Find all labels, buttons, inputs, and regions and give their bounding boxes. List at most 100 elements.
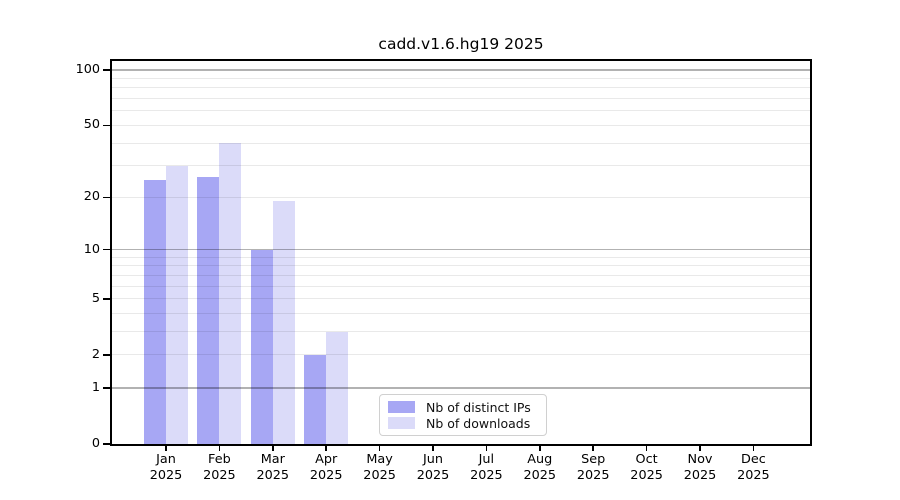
x-tick-label-oct: Oct 2025 [615,452,679,483]
y-tick-mark [103,387,110,389]
x-tick-year: 2025 [683,467,717,483]
gridline-minor [112,124,810,126]
x-tick-label-jan: Jan 2025 [134,452,198,483]
bar-nb-of-downloads-apr [326,331,349,444]
x-tick-year: 2025 [576,467,610,483]
chart-title: cadd.v1.6.hg19 2025 [378,35,544,53]
bar-nb-of-distinct-ips-feb [197,176,220,444]
legend-item: Nb of downloads [388,415,538,431]
y-tick-mark [103,196,110,199]
y-tick-label: 10 [83,241,100,257]
y-tick-mark [103,298,110,300]
x-tick-year: 2025 [737,467,770,483]
gridline-minor [112,313,810,315]
gridline-minor [112,285,810,287]
x-tick-month: Feb [208,452,231,467]
y-tick-label: 5 [91,290,100,306]
x-tick-label-jul: Jul 2025 [454,452,518,483]
bar-nb-of-distinct-ips-jan [144,179,166,444]
x-tick-month: Jun [423,452,443,467]
gridline-minor [112,165,810,167]
x-tick-year: 2025 [309,467,343,483]
gridline-minor [112,87,810,89]
y-tick-mark [103,443,110,445]
bars-layer [112,61,810,444]
gridline-minor [112,274,810,276]
x-tick-month: May [366,452,393,467]
y-tick-label: 20 [83,189,100,205]
x-tick-mark [272,446,274,451]
x-tick-month: Jul [478,452,495,467]
y-tick-mark [103,69,110,71]
gridline-major [112,387,810,389]
y-tick-label: 1 [91,379,100,395]
legend-item: Nb of distinct IPs [388,399,538,415]
y-tick-label: 100 [75,62,100,77]
bar-nb-of-distinct-ips-mar [250,249,273,444]
x-tick-label-sep: Sep 2025 [561,452,625,483]
x-tick-label-may: May 2025 [348,452,412,483]
y-tick-mark [103,248,110,251]
x-tick-month: Aug [527,452,553,467]
x-tick-mark [539,446,541,451]
x-tick-month: Apr [315,452,338,467]
y-tick-label: 2 [91,346,100,362]
legend-swatch [388,401,415,413]
gridline-minor [112,142,810,144]
gridline-minor [112,196,810,198]
bar-nb-of-distinct-ips-apr [304,354,327,444]
legend-swatch [388,417,415,429]
x-tick-month: Dec [741,452,766,467]
x-tick-label-aug: Aug 2025 [508,452,572,483]
gridline-minor [112,331,810,333]
gridline-minor [112,298,810,300]
x-tick-mark [592,446,594,451]
gridline-minor [112,265,810,267]
bar-nb-of-downloads-jan [166,165,188,444]
x-tick-year: 2025 [630,467,663,483]
x-tick-year: 2025 [363,467,396,483]
y-tick-mark [103,354,110,356]
legend-label: Nb of distinct IPs [426,399,531,415]
legend-label: Nb of downloads [426,415,531,431]
x-tick-label-jun: Jun 2025 [401,452,465,483]
x-tick-month: Sep [581,452,606,467]
x-tick-label-nov: Nov 2025 [668,452,732,483]
x-tick-mark [699,446,701,451]
gridline-minor [112,77,810,79]
gridline-minor [112,354,810,356]
x-tick-label-dec: Dec 2025 [721,452,785,483]
gridline-minor [112,110,810,112]
y-tick-mark [103,124,110,127]
x-tick-label-mar: Mar 2025 [241,452,305,483]
x-tick-month: Nov [687,452,713,467]
x-tick-year: 2025 [523,467,557,483]
x-tick-year: 2025 [256,467,290,483]
x-tick-month: Mar [260,452,285,467]
x-tick-month: Oct [635,452,658,467]
gridline-major [112,69,810,71]
x-tick-month: Jan [156,452,176,467]
gridline-minor [112,98,810,100]
bar-nb-of-downloads-feb [219,143,242,444]
x-tick-mark [752,446,755,451]
x-tick-label-feb: Feb 2025 [187,452,251,483]
grid-layer [112,61,810,444]
y-tick-label: 50 [83,117,100,133]
gridline-minor [112,256,810,258]
legend: Nb of distinct IPs Nb of downloads [379,394,547,436]
x-tick-mark [485,446,488,451]
x-tick-mark [378,446,381,451]
x-tick-year: 2025 [470,467,503,483]
x-tick-year: 2025 [149,467,183,483]
x-tick-mark [432,446,434,451]
x-tick-mark [165,446,167,451]
bar-nb-of-downloads-mar [272,201,295,444]
x-tick-year: 2025 [203,467,236,483]
x-tick-mark [325,446,327,451]
x-tick-year: 2025 [416,467,450,483]
x-tick-mark [645,446,648,451]
y-tick-label: 0 [91,436,100,451]
plot-area [110,59,812,446]
